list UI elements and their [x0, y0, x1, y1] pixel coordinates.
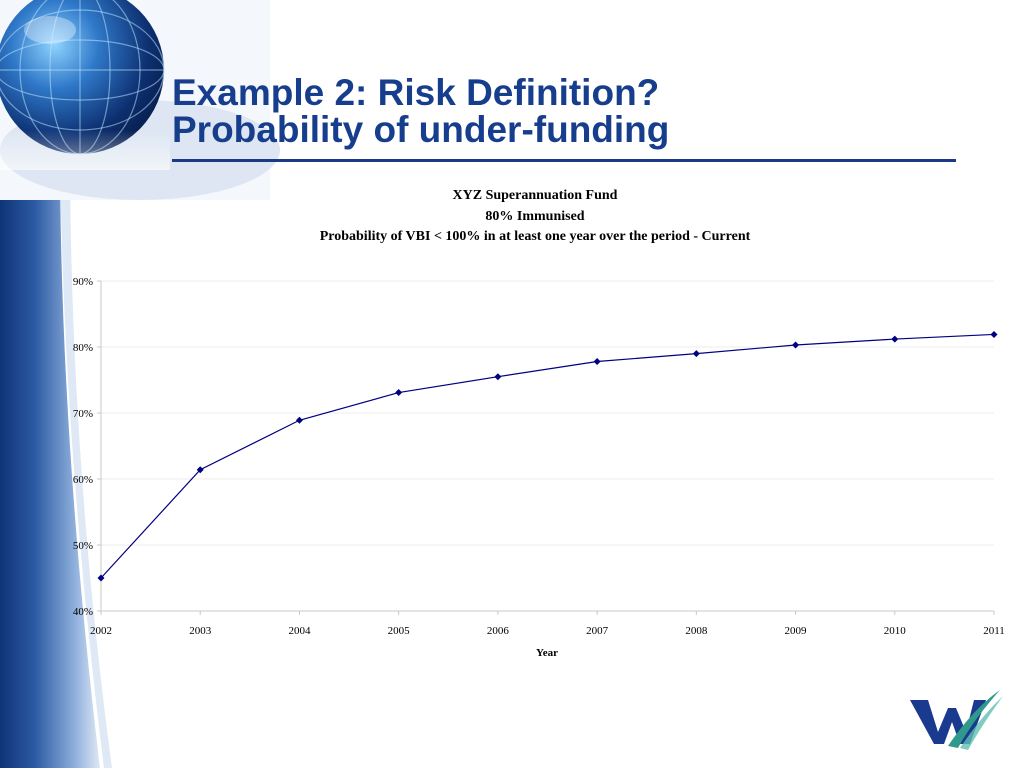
globe-icon	[0, 0, 165, 155]
x-tick-label: 2003	[189, 625, 212, 637]
y-tick-label: 80%	[73, 342, 93, 354]
x-tick-label: 2004	[288, 625, 311, 637]
data-point	[692, 350, 700, 358]
x-tick-label: 2005	[388, 625, 411, 637]
x-tick-labels: 2002 2003 2004 2005 2006 2007 2008 2009 2010 2011	[90, 611, 1005, 637]
y-tick-labels: 40% 50% 60% 70% 80% 90%	[73, 276, 101, 618]
series	[97, 330, 998, 582]
data-point	[295, 416, 303, 424]
data-point	[891, 335, 899, 343]
series-line	[100, 333, 995, 579]
y-tick-label: 40%	[73, 606, 93, 618]
x-tick-label: 2002	[90, 625, 112, 637]
slide-title-line-1: Example 2: Risk Definition?	[172, 72, 660, 113]
y-tick-label: 70%	[73, 408, 93, 420]
title-underline	[172, 159, 956, 162]
chart-title: XYZ Superannuation Fund 80% Immunised Pr…	[190, 186, 880, 248]
axes	[100, 281, 994, 612]
data-point	[196, 466, 204, 474]
data-point	[97, 574, 105, 582]
chart-title-line-1: XYZ Superannuation Fund	[452, 188, 618, 203]
x-tick-label: 2007	[586, 625, 609, 637]
x-tick-label: 2010	[884, 625, 907, 637]
x-axis-label: Year	[536, 647, 558, 659]
slide-title-line-2: Probability of under-funding	[172, 109, 670, 150]
chart-title-line-2: 80% Immunised	[485, 208, 585, 224]
x-tick-label: 2006	[487, 625, 510, 637]
slide-title: Example 2: Risk Definition? Probability …	[172, 74, 669, 148]
data-point	[494, 373, 502, 381]
chart-title-line-3: Probability of VBI < 100% in at least on…	[319, 229, 751, 244]
gridlines	[101, 280, 994, 546]
x-tick-label: 2009	[785, 625, 808, 637]
data-point	[395, 389, 403, 397]
data-point	[792, 341, 800, 349]
x-tick-label: 2008	[685, 625, 708, 637]
y-tick-label: 60%	[73, 474, 93, 486]
y-tick-label: 90%	[73, 276, 93, 288]
y-tick-label: 50%	[73, 540, 93, 552]
x-tick-label: 2011	[983, 625, 1005, 637]
data-point	[990, 330, 998, 338]
company-logo-w	[910, 690, 1003, 750]
left-decorative-band	[0, 0, 280, 768]
data-point	[593, 358, 601, 366]
